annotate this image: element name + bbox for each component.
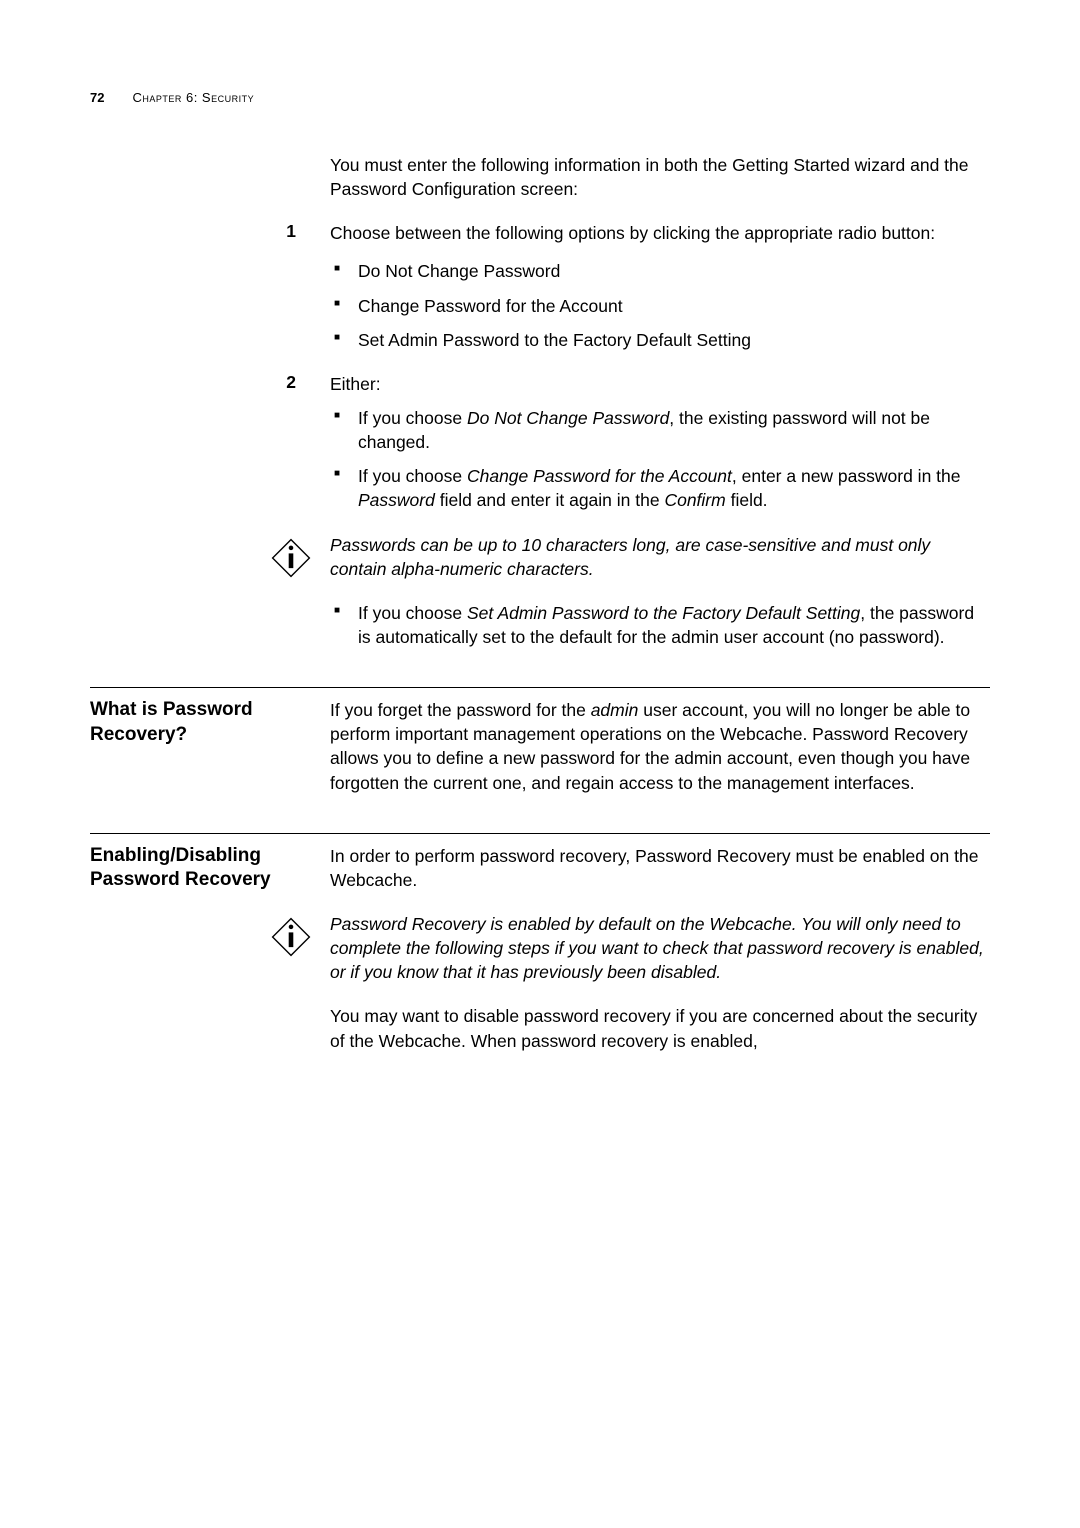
italic-text: admin <box>591 700 639 720</box>
step-1-bullets: Do Not Change Password Change Password f… <box>330 259 990 351</box>
step-2-row: 2 Either: If you choose Do Not Change Pa… <box>90 372 990 527</box>
info-note-1-row: Passwords can be up to 10 characters lon… <box>90 533 990 595</box>
text-span: If you choose <box>358 603 467 623</box>
italic-text: Confirm <box>664 490 725 510</box>
text-span: field and enter it again in the <box>435 490 665 510</box>
text-span: , enter a new password in the <box>732 466 961 486</box>
step-2-bullets-c: If you choose Set Admin Password to the … <box>330 601 990 649</box>
text-span: If you choose <box>358 408 467 428</box>
step-2-bullets-ab: If you choose Do Not Change Password, th… <box>330 406 990 513</box>
italic-text: Set Admin Password to the Factory Defaul… <box>467 603 860 623</box>
step-2-number: 2 <box>286 372 310 393</box>
italic-text: Password <box>358 490 435 510</box>
italic-text: Change Password for the Account <box>467 466 732 486</box>
section-enabling-row: Enabling/Disabling Password Recovery In … <box>90 844 990 906</box>
section-divider <box>90 833 990 834</box>
list-item: Set Admin Password to the Factory Defaul… <box>330 328 990 352</box>
step-1-number: 1 <box>286 221 310 242</box>
list-item: Do Not Change Password <box>330 259 990 283</box>
step-1-row: 1 Choose between the following options b… <box>90 221 990 366</box>
list-item: If you choose Change Password for the Ac… <box>330 464 990 512</box>
recovery-body: If you forget the password for the admin… <box>330 698 990 795</box>
info-note-2-row: Password Recovery is enabled by default … <box>90 912 990 998</box>
info-note-2: Password Recovery is enabled by default … <box>330 912 990 984</box>
text-span: field. <box>726 490 768 510</box>
closing-paragraph: You may want to disable password recover… <box>330 1004 990 1052</box>
step-1-text: Choose between the following options by … <box>330 221 990 245</box>
info-note-1: Passwords can be up to 10 characters lon… <box>330 533 990 581</box>
page-header: 72 Chapter 6: Security <box>90 90 990 105</box>
page-number: 72 <box>90 90 104 105</box>
step-2-text: Either: <box>330 372 990 396</box>
section-heading-recovery: What is Password Recovery? <box>90 698 310 747</box>
enabling-body: In order to perform password recovery, P… <box>330 844 990 892</box>
list-item: Change Password for the Account <box>330 294 990 318</box>
chapter-label: Chapter 6: Security <box>132 90 254 105</box>
list-item: If you choose Set Admin Password to the … <box>330 601 990 649</box>
italic-text: Do Not Change Password <box>467 408 669 428</box>
intro-row: You must enter the following information… <box>90 153 990 215</box>
closing-row: You may want to disable password recover… <box>90 1004 990 1066</box>
section-recovery-row: What is Password Recovery? If you forget… <box>90 698 990 809</box>
step-2-bullet-c-row: If you choose Set Admin Password to the … <box>90 601 990 663</box>
section-divider <box>90 687 990 688</box>
info-icon <box>268 535 314 581</box>
section-heading-enabling: Enabling/Disabling Password Recovery <box>90 844 310 893</box>
text-span: If you choose <box>358 466 467 486</box>
text-span: If you forget the password for the <box>330 700 591 720</box>
list-item: If you choose Do Not Change Password, th… <box>330 406 990 454</box>
info-icon <box>268 914 314 960</box>
intro-paragraph: You must enter the following information… <box>330 153 990 201</box>
